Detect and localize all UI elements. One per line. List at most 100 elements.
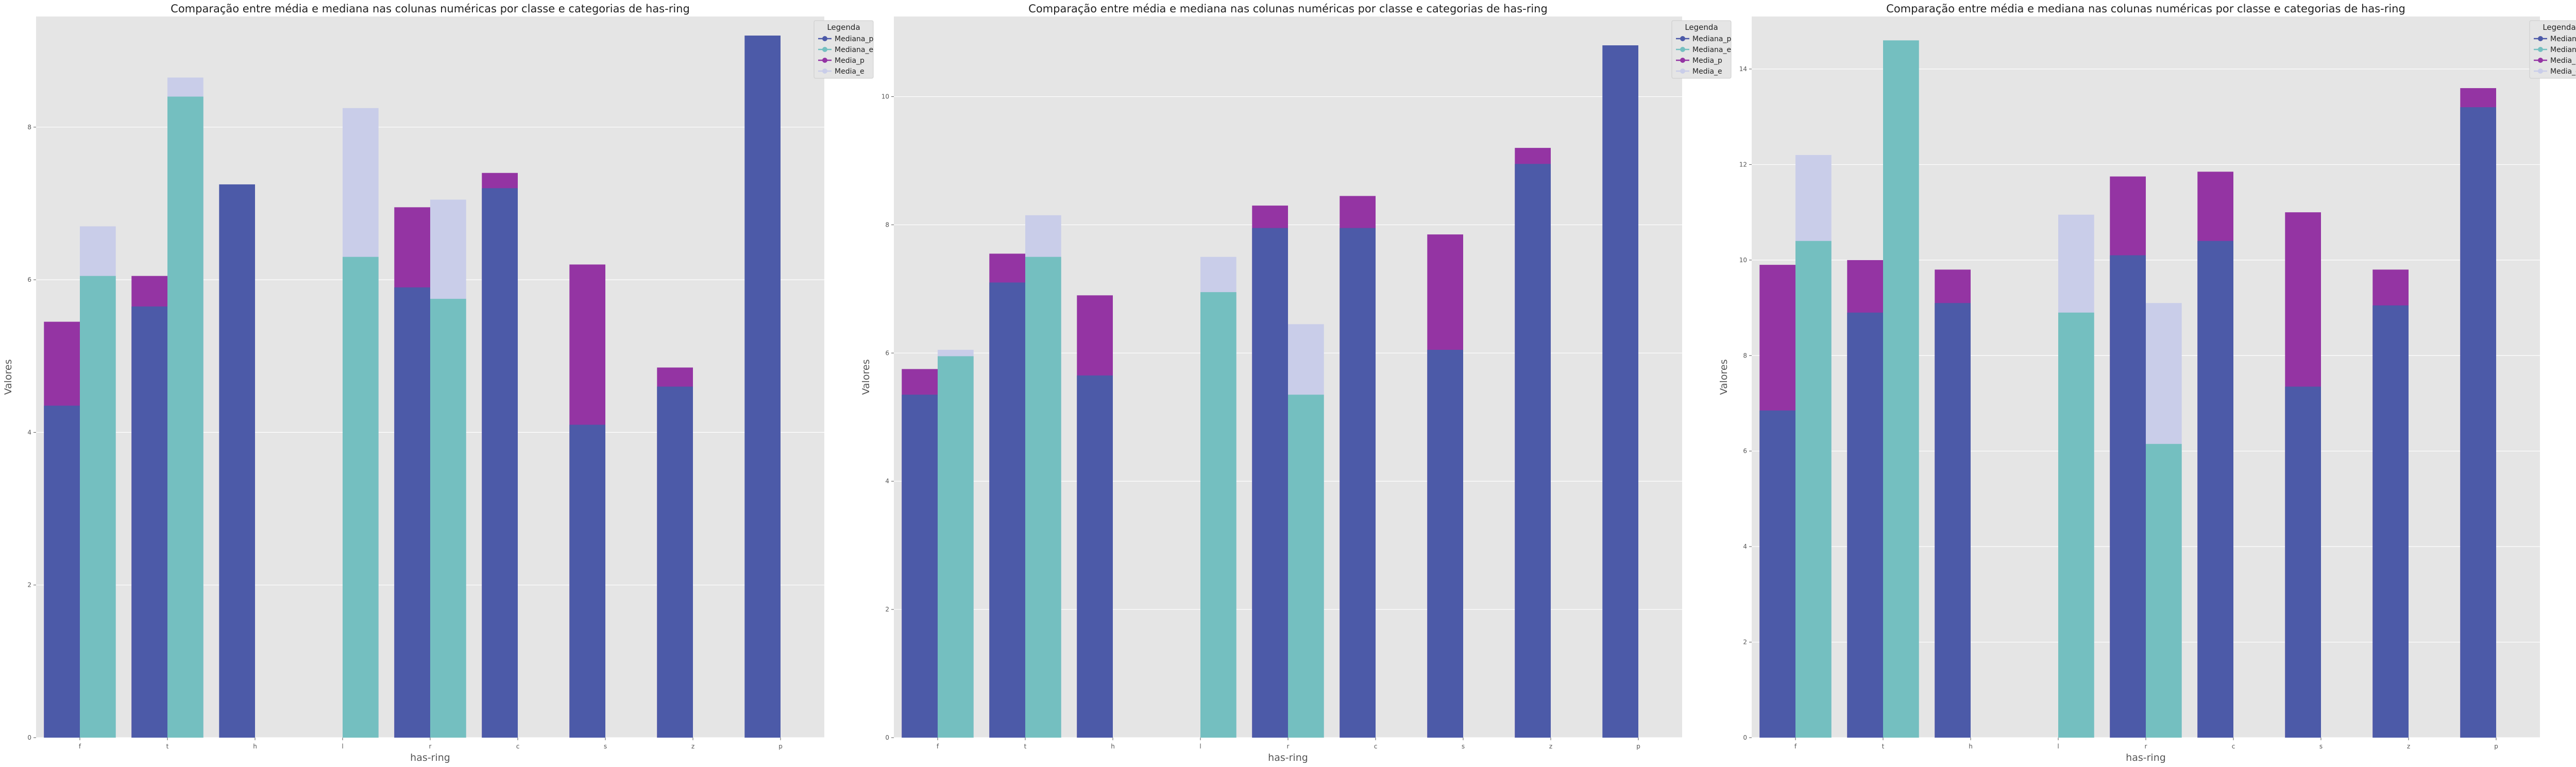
bar-mediana-e-l xyxy=(2058,312,2094,738)
bar-mediana-e-r xyxy=(430,299,466,738)
x-axis-label: has-ring xyxy=(2126,752,2166,763)
bar-mediana-e-l xyxy=(343,257,379,738)
bar-mediana-p-z xyxy=(657,386,693,738)
x-tick-label: l xyxy=(2057,743,2059,750)
y-tick-label: 8 xyxy=(885,221,889,228)
y-tick-label: 14 xyxy=(1739,65,1747,73)
x-tick-label: s xyxy=(1462,743,1465,750)
bar-mediana-e-t xyxy=(1883,40,1919,738)
x-axis-label: has-ring xyxy=(410,752,450,763)
y-tick-label: 10 xyxy=(882,93,889,100)
y-tick-label: 6 xyxy=(885,349,889,356)
chart-panel-3: 0 2 4 6 8 10 12 14 f t h l r c s z p Comparação entre méd… xyxy=(1718,3,2576,763)
legend-entry-mediana-e: Mediana_e xyxy=(1692,46,1731,54)
x-tick-label: p xyxy=(1636,743,1640,750)
y-tick-label: 8 xyxy=(1743,352,1747,359)
x-tick-label: s xyxy=(604,743,607,750)
x-tick-label: h xyxy=(1969,743,1973,750)
x-tick-label: r xyxy=(2145,743,2147,750)
x-tick-label: l xyxy=(1199,743,1201,750)
chart-panel-1: 0 2 4 6 8 f t h l r c s z p Comparação entre média e m… xyxy=(3,3,874,763)
chart-title: Comparação entre média e mediana nas col… xyxy=(1886,3,2405,15)
x-tick-label: f xyxy=(937,743,939,750)
legend-entry-mediana-e: Mediana_e xyxy=(835,46,873,54)
bar-mediana-p-p xyxy=(1602,45,1638,738)
bar-mediana-e-t xyxy=(1025,257,1061,738)
chart-panel-2: 0 2 4 6 8 10 f t h l r c s z p Comparação entre média e… xyxy=(860,3,1732,763)
legend: Legenda Mediana_p Mediana_e Media_p Media_e xyxy=(2529,20,2576,79)
bar-mediana-p-h xyxy=(1935,303,1971,738)
legend-entry-mediana-p: Mediana_p xyxy=(835,35,874,43)
bar-mediana-p-h xyxy=(1077,375,1113,738)
y-tick-label: 6 xyxy=(1743,448,1747,455)
bar-mediana-p-s xyxy=(569,424,605,738)
bar-mediana-p-c xyxy=(2197,241,2233,738)
legend-entry-media-p: Media_p xyxy=(2550,57,2576,65)
y-tick-label: 2 xyxy=(1743,639,1747,646)
legend: Legenda Mediana_p Mediana_e Media_p Media_e xyxy=(814,20,874,79)
legend-entry-mediana-e: Mediana_e xyxy=(2550,46,2576,54)
legend-marker xyxy=(1680,69,1685,74)
bar-mediana-p-f xyxy=(44,405,80,738)
x-tick-label: p xyxy=(778,743,783,750)
legend-entry-media-p: Media_p xyxy=(1692,57,1722,65)
legend-marker xyxy=(1680,58,1685,63)
bar-mediana-e-f xyxy=(938,356,974,738)
legend-entry-media-e: Media_e xyxy=(2550,67,2576,76)
bar-mediana-e-f xyxy=(1795,241,1832,738)
bar-mediana-p-z xyxy=(2372,305,2409,738)
y-tick-label: 10 xyxy=(1739,257,1747,264)
bar-mediana-p-c xyxy=(482,188,518,738)
bar-mediana-e-l xyxy=(1200,292,1236,738)
y-tick-label: 0 xyxy=(27,734,31,741)
x-tick-label: h xyxy=(253,743,257,750)
bar-mediana-p-r xyxy=(2110,255,2146,738)
bar-mediana-p-c xyxy=(1340,228,1376,738)
chart-title: Comparação entre média e mediana nas col… xyxy=(1028,3,1548,15)
legend-title: Legenda xyxy=(827,23,860,32)
legend: Legenda Mediana_p Mediana_e Media_p Media_e xyxy=(1671,20,1732,79)
y-tick-label: 6 xyxy=(27,276,31,283)
legend-marker xyxy=(1680,47,1685,52)
x-tick-label: c xyxy=(2232,743,2235,750)
y-tick-label: 2 xyxy=(885,606,889,613)
legend-title: Legenda xyxy=(2543,23,2575,32)
legend-marker xyxy=(1680,36,1685,41)
x-tick-label: h xyxy=(1111,743,1115,750)
legend-marker xyxy=(2538,69,2543,74)
legend-entry-mediana-p: Mediana_p xyxy=(1692,35,1732,43)
bar-mediana-p-h xyxy=(219,184,255,738)
chart-title: Comparação entre média e mediana nas col… xyxy=(171,3,690,15)
bar-mediana-p-f xyxy=(902,395,938,738)
bar-mediana-p-s xyxy=(2285,386,2321,738)
bar-mediana-p-t xyxy=(131,306,167,738)
y-tick-label: 4 xyxy=(1743,543,1747,550)
x-tick-label: z xyxy=(1549,743,1552,750)
legend-box xyxy=(814,20,874,79)
y-tick-label: 0 xyxy=(885,734,889,741)
bar-mediana-p-t xyxy=(989,282,1025,738)
x-tick-label: s xyxy=(2319,743,2323,750)
y-tick-label: 2 xyxy=(27,582,31,589)
legend-marker xyxy=(2538,58,2543,63)
x-tick-label: f xyxy=(1794,743,1797,750)
bar-mediana-e-f xyxy=(80,276,116,738)
x-tick-label: r xyxy=(1287,743,1290,750)
legend-marker xyxy=(822,36,827,41)
bar-mediana-p-p xyxy=(744,36,781,738)
legend-marker xyxy=(822,58,827,63)
x-tick-label: t xyxy=(1882,743,1885,750)
legend-marker xyxy=(822,47,827,52)
x-axis-label: has-ring xyxy=(1268,752,1308,763)
bar-mediana-e-r xyxy=(2146,444,2182,738)
y-axis-label: Valores xyxy=(860,359,872,395)
legend-box xyxy=(2529,20,2576,79)
bar-mediana-p-r xyxy=(394,287,430,738)
y-tick-label: 4 xyxy=(885,478,889,485)
y-tick-label: 0 xyxy=(1743,734,1747,741)
legend-entry-media-p: Media_p xyxy=(835,57,865,65)
bar-mediana-p-z xyxy=(1515,164,1551,738)
x-tick-label: z xyxy=(691,743,694,750)
legend-box xyxy=(1671,20,1732,79)
